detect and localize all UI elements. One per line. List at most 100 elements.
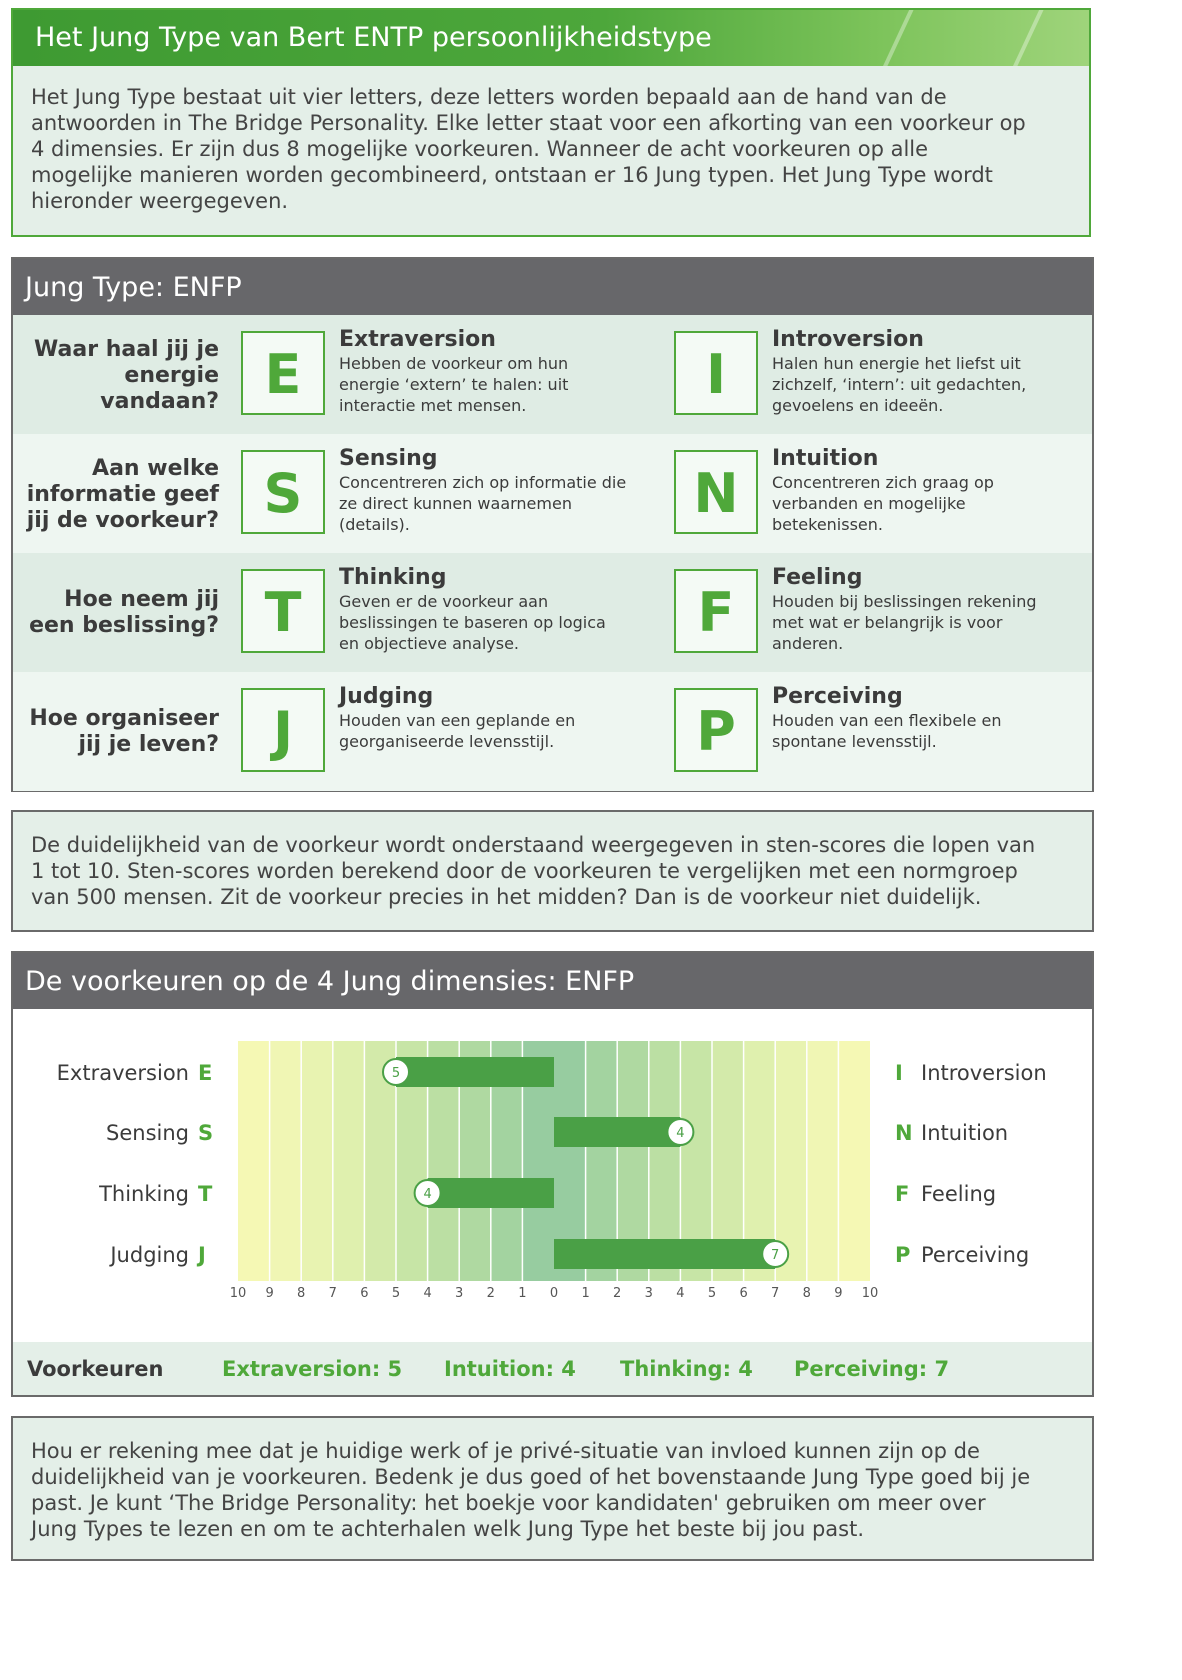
desc-line: energie ‘extern’ te halen: uit [339,375,569,394]
desc-line: Houden van een geplande en [339,711,576,730]
preference-title: Introversion [772,327,924,352]
left-dimension-letter: S [198,1121,213,1145]
desc-line: Hebben de voorkeur om hun [339,354,569,373]
preference-description: Hebben de voorkeur om hun energie ‘exter… [339,353,657,416]
preference-score: Perceiving: 7 [794,1357,950,1381]
closing-line: duidelijkheid van je voorkeuren. Bedenk … [31,1465,1031,1489]
letter-box-f: F [674,569,758,653]
desc-line: spontane levensstijl. [772,732,937,751]
preferences-summary: Voorkeuren Extraversion: 5 Intuition: 4 … [13,1342,1092,1395]
dimension-row: Hoe organiseer jij je leven? J Judging H… [13,672,1092,791]
question-line: energie [124,363,219,388]
score-marker [413,1179,442,1207]
desc-line: anderen. [772,634,844,653]
preference-title: Sensing [339,446,438,471]
desc-line: ze direct kunnen waarnemen [339,494,572,513]
preference-title: Judging [339,684,434,709]
preference-title: Perceiving [772,684,903,709]
right-dimension-letter: N [895,1121,913,1145]
preference-description: Halen hun energie het liefst uit zichzel… [772,353,1090,416]
x-tick-label: 7 [329,1286,337,1301]
preferences-label: Voorkeuren [27,1357,164,1381]
closing-text: Hou er rekening mee dat je huidige werk … [31,1438,1086,1542]
desc-line: zichzelf, ‘intern’: uit gedachten, [772,375,1027,394]
question-line: Waar haal jij je [34,337,219,362]
desc-line: betekenissen. [772,515,883,534]
letter-box-e: E [241,331,325,415]
desc-line: (details). [339,515,410,534]
score-bar [554,1239,776,1269]
preference-score: Thinking: 4 [620,1357,753,1381]
left-dimension-letter: T [198,1182,213,1206]
closing-line: Jung Types te lezen en om te achterhalen… [31,1517,864,1541]
x-tick-label: 4 [676,1286,684,1301]
header-decoration [874,10,916,66]
desc-line: gevoelens en ideeën. [772,396,944,415]
desc-line: Concentreren zich graag op [772,473,994,492]
desc-line: interactie met mensen. [339,396,527,415]
x-tick-label: 9 [834,1286,842,1301]
chart-band [332,1041,365,1281]
x-tick-label: 3 [645,1286,653,1301]
closing-line: past. Je kunt ‘The Bridge Personality: h… [31,1491,986,1515]
left-dimension-letter: E [198,1061,212,1085]
intro-line: antwoorden in The Bridge Personality. El… [31,111,1026,135]
dimension-question: Hoe neem jij een beslissing? [13,587,219,639]
chart-band [301,1041,333,1281]
score-marker [666,1118,695,1146]
sten-line: De duidelijkheid van de voorkeur wordt o… [31,833,1036,857]
question-line: informatie geef [26,482,219,507]
intro-header: Het Jung Type van Bert ENTP persoonlijkh… [13,10,1089,66]
question-line: jij de voorkeur? [26,508,219,533]
x-tick-label: 1 [518,1286,526,1301]
x-tick-label: 3 [455,1286,463,1301]
x-tick-label: 2 [613,1286,621,1301]
chart-band [806,1041,839,1281]
left-dimension-letter: J [196,1243,206,1267]
question-line: Hoe organiseer [29,706,219,731]
desc-line: georganiseerde levensstijl. [339,732,555,751]
right-dimension-label: Perceiving [921,1243,1029,1267]
desc-line: verbanden en mogelijke [772,494,966,513]
x-tick-label: 5 [708,1286,716,1301]
letter-box-n: N [674,450,758,534]
closing-panel: Hou er rekening mee dat je huidige werk … [11,1416,1094,1561]
chart-band [269,1041,302,1281]
preference-description: Houden van een geplande en georganiseerd… [339,710,657,752]
right-dimension-letter: F [895,1182,909,1206]
jung-type-panel: Jung Type: ENFP Waar haal jij je energie… [11,257,1094,792]
score-marker [761,1240,790,1268]
question-line: Aan welke [92,456,219,481]
right-dimension-label: Intuition [921,1121,1008,1145]
preference-title: Thinking [339,565,447,590]
preference-score: Intuition: 4 [444,1357,576,1381]
question-line: een beslissing? [29,613,219,638]
intro-line: hieronder weergegeven. [31,189,289,213]
left-dimension-label: Extraversion [57,1061,189,1085]
score-value-label: 5 [392,1066,400,1081]
x-tick-label: 10 [862,1286,879,1301]
preference-title: Feeling [772,565,863,590]
right-dimension-letter: P [895,1243,910,1267]
x-tick-label: 6 [739,1286,747,1301]
dimensions-chart-panel: De voorkeuren op de 4 Jung dimensies: EN… [11,951,1094,1397]
desc-line: Geven er de voorkeur aan [339,592,549,611]
intro-panel: Het Jung Type van Bert ENTP persoonlijkh… [11,8,1091,237]
chart-band [775,1041,807,1281]
closing-line: Hou er rekening mee dat je huidige werk … [31,1439,980,1463]
letter-box-i: I [674,331,758,415]
letter-box-s: S [241,450,325,534]
sten-info-panel: De duidelijkheid van de voorkeur wordt o… [11,810,1094,932]
right-dimension-letter: I [895,1061,903,1085]
dimension-question: Aan welke informatie geef jij de voorkeu… [13,456,219,534]
dimension-question: Hoe organiseer jij je leven? [13,706,219,758]
intro-title: Het Jung Type van Bert ENTP persoonlijkh… [35,22,712,53]
x-tick-label: 0 [550,1286,558,1301]
score-bar [396,1057,554,1087]
intro-line: Het Jung Type bestaat uit vier letters, … [31,85,947,109]
x-tick-label: 9 [265,1286,273,1301]
preference-title: Intuition [772,446,879,471]
intro-line: mogelijke manieren worden gecombineerd, … [31,163,993,187]
desc-line: Concentreren zich op informatie die [339,473,627,492]
